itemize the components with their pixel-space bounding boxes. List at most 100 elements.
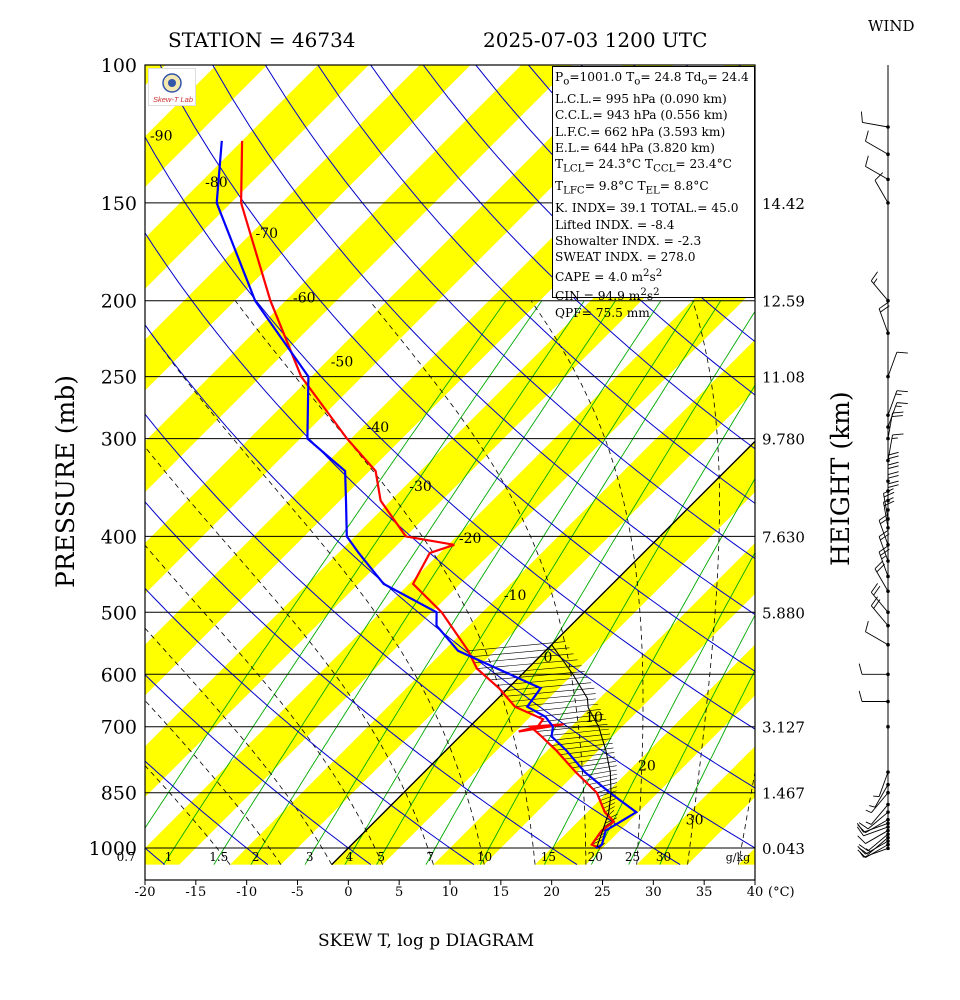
hatch-line: [495, 676, 588, 686]
isotherm-label: -80: [205, 175, 228, 191]
wind-barb: [876, 563, 885, 573]
moist-adiabat: [234, 300, 536, 865]
wind-point: [886, 498, 890, 503]
temp-tick-label: 0: [344, 885, 352, 900]
mixing-ratio-line: [659, 669, 755, 865]
wind-barb-shaft: [863, 826, 889, 837]
hatch-line: [471, 647, 570, 658]
dry-adiabat: [145, 847, 165, 865]
x-unit-label: (°C): [768, 885, 795, 900]
wind-barb: [873, 278, 878, 284]
wind-point: [886, 508, 890, 512]
isotherm-band: [738, 848, 755, 865]
moist-adiabat: [530, 300, 644, 865]
wind-barb: [887, 471, 899, 476]
mixing-ratio-line: [479, 384, 755, 865]
temp-tick-label: 15: [493, 885, 510, 900]
dry-adiabat: [145, 587, 475, 866]
wind-barb: [857, 824, 866, 833]
k-index-line: K. INDX= 39.1 TOTAL.= 45.0: [555, 201, 739, 216]
wind-barb-shaft: [863, 847, 889, 858]
dry-adiabat: [844, 65, 960, 865]
pressure-tick-label: 1000: [89, 838, 137, 860]
station-label: STATION = 46734: [168, 28, 356, 52]
el-line: E.L.= 644 hPa (3.820 km): [555, 141, 715, 156]
height-tick-label: 12.59: [762, 293, 805, 311]
moist-adiabat: [145, 324, 485, 865]
sweat-line: SWEAT INDX. = 278.0: [555, 250, 696, 265]
hatch-line: [584, 773, 617, 781]
wind-barb-shaft: [874, 180, 889, 204]
isotherm-band: [145, 65, 674, 594]
isotherm-band: [145, 65, 369, 289]
wind-barb-shaft: [878, 520, 889, 545]
isotherm-label: -50: [331, 354, 354, 370]
moist-adiabat: [145, 627, 333, 865]
isotherm-label: -70: [255, 226, 278, 242]
height-tick-label: 14.42: [762, 195, 805, 213]
dry-adiabat: [145, 232, 755, 789]
isotherm-band: [535, 644, 755, 865]
temp-tick-label: 10: [442, 885, 459, 900]
hatch-line: [505, 687, 595, 697]
mixing-ratio-label: 15: [541, 850, 556, 864]
hatch-line: [510, 693, 596, 702]
wind-barb-shaft: [883, 493, 889, 520]
pressure-tick-label: 500: [101, 602, 137, 624]
wind-point: [886, 724, 890, 729]
ccl-line: C.C.L.= 943 hPa (0.556 km): [555, 108, 728, 123]
isotherm-label: 10: [585, 710, 603, 726]
hatch-line: [592, 782, 618, 790]
isotherm-band: [145, 65, 471, 391]
logo-badge: Skew-T Lab: [148, 68, 196, 106]
temp-tick-label: 40: [747, 885, 764, 900]
wind-barb: [870, 271, 878, 282]
wind-barb: [870, 583, 878, 593]
isotherm-band: [433, 543, 755, 865]
mixing-ratio-line: [163, 300, 543, 865]
wind-barb-shaft: [878, 771, 889, 797]
wind-barb-shaft: [883, 502, 889, 528]
hatch-line: [601, 798, 616, 805]
wind-barb: [858, 822, 869, 830]
mixing-ratio-line: [590, 551, 755, 865]
diagram-title: SKEW T, log p DIAGRAM: [318, 931, 534, 951]
isotherm-band: [145, 238, 755, 865]
moist-adiabat: [369, 300, 587, 865]
isotherm-band: [636, 746, 755, 865]
isotherm-label: 30: [686, 813, 704, 829]
temp-tick-label: -5: [291, 885, 304, 900]
wind-barb: [858, 690, 863, 702]
dry-adiabat: [422, 65, 755, 396]
isotherm-label: -90: [150, 128, 173, 144]
isotherm-label: 20: [638, 759, 656, 775]
wind-barb: [887, 474, 899, 479]
dry-adiabat: [317, 65, 755, 504]
wind-barb: [896, 390, 908, 393]
wind-barb-shaft: [870, 605, 889, 626]
hatch-line: [588, 778, 617, 785]
mixing-ratio-label: 1.5: [209, 850, 228, 864]
wind-barb: [881, 555, 887, 560]
temp-tick-label: -10: [236, 885, 257, 900]
wind-barb: [887, 484, 899, 488]
mixing-ratio-label: 1: [165, 850, 173, 864]
isotherm-band: [230, 339, 755, 865]
dry-adiabat: [212, 65, 755, 616]
mixing-ratio-line: [425, 310, 755, 865]
hatch-line: [606, 813, 618, 820]
wind-barb: [865, 155, 869, 167]
dry-adiabat: [159, 65, 755, 672]
pressure-tick-label: 700: [101, 717, 137, 739]
lifted-index-line: Lifted INDX. = -8.4: [555, 217, 675, 232]
hatch-line: [546, 733, 611, 742]
mixing-ratio-label: 25: [625, 850, 640, 864]
mixing-ratio-line: [250, 300, 616, 865]
wind-barb-shaft: [865, 830, 889, 844]
isotherm-label: -10: [504, 588, 527, 604]
mixing-ratio-unit: g/kg: [726, 851, 750, 864]
temp-tick-label: 5: [395, 885, 403, 900]
wind-barb-shaft: [865, 631, 889, 646]
wind-barb-shaft: [865, 140, 889, 155]
wind-barb-shaft: [878, 551, 889, 577]
